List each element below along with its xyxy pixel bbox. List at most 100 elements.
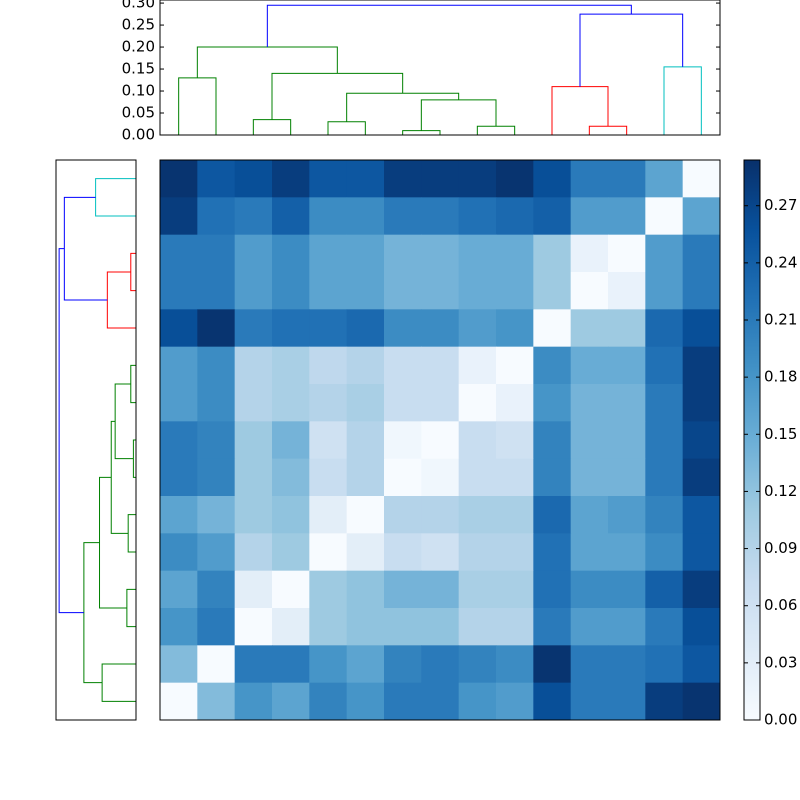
heatmap-cell bbox=[570, 160, 609, 198]
heatmap-cell bbox=[421, 234, 460, 273]
heatmap-cell bbox=[234, 384, 273, 422]
heatmap-cell bbox=[309, 309, 348, 348]
heatmap-cell bbox=[533, 533, 572, 572]
heatmap-cell bbox=[682, 533, 721, 572]
dendrogram-link bbox=[271, 72, 404, 120]
heatmap-cell bbox=[533, 570, 572, 609]
y-tick-label: 0.05 bbox=[122, 104, 155, 122]
heatmap-cell bbox=[384, 645, 422, 684]
heatmap-cell bbox=[197, 272, 236, 310]
heatmap-cell bbox=[570, 346, 609, 385]
heatmap-cell bbox=[608, 309, 646, 348]
heatmap-cell bbox=[160, 309, 198, 348]
heatmap-cell bbox=[458, 421, 497, 460]
heatmap-cell bbox=[309, 234, 348, 273]
heatmap-cell bbox=[421, 533, 460, 572]
heatmap-cell bbox=[272, 533, 310, 572]
heatmap-cell bbox=[682, 645, 721, 684]
heatmap-cell bbox=[309, 458, 348, 497]
heatmap-cell bbox=[384, 608, 422, 646]
heatmap-cell bbox=[458, 608, 497, 646]
dendrogram-link bbox=[476, 125, 516, 135]
heatmap-cell bbox=[234, 309, 273, 348]
heatmap-cell bbox=[197, 608, 236, 646]
heatmap-cell bbox=[496, 421, 534, 460]
heatmap-cell bbox=[309, 346, 348, 385]
heatmap-cell bbox=[384, 458, 422, 497]
colorbar-tick-label: 0.00 bbox=[764, 711, 797, 729]
heatmap-cell bbox=[234, 458, 273, 497]
heatmap-cell bbox=[160, 272, 198, 310]
dendrogram-link bbox=[99, 476, 127, 609]
heatmap-cell bbox=[197, 421, 236, 460]
heatmap-cell bbox=[234, 496, 273, 534]
dendrogram-link bbox=[588, 125, 628, 135]
colorbar-tick-label: 0.24 bbox=[764, 253, 797, 271]
heatmap-cell bbox=[608, 234, 646, 273]
dendrogram-link bbox=[579, 13, 684, 87]
heatmap-cell bbox=[458, 309, 497, 348]
heatmap-cell bbox=[309, 682, 348, 721]
heatmap-cell bbox=[346, 160, 385, 198]
heatmap-cell bbox=[645, 421, 684, 460]
heatmap-cell bbox=[421, 346, 460, 385]
heatmap-cell bbox=[234, 272, 273, 310]
heatmap-cell bbox=[272, 272, 310, 310]
heatmap-cell bbox=[346, 608, 385, 646]
dendrogram-frame bbox=[159, 0, 721, 136]
heatmap-cell bbox=[570, 645, 609, 684]
heatmap-cell bbox=[645, 346, 684, 385]
heatmap-cell bbox=[384, 384, 422, 422]
heatmap-cell bbox=[309, 645, 348, 684]
dendrogram-link bbox=[252, 119, 292, 135]
heatmap-cell bbox=[682, 682, 721, 721]
heatmap-cell bbox=[346, 458, 385, 497]
heatmap-cell bbox=[421, 421, 460, 460]
heatmap-cell bbox=[496, 570, 534, 609]
heatmap-cell bbox=[384, 496, 422, 534]
heatmap-cell bbox=[160, 608, 198, 646]
colorbar-tick-label: 0.21 bbox=[764, 311, 797, 329]
heatmap-cell bbox=[234, 570, 273, 609]
heatmap-cell bbox=[272, 309, 310, 348]
heatmap-cell bbox=[421, 197, 460, 236]
heatmap-cell bbox=[272, 197, 310, 236]
heatmap-cell bbox=[570, 533, 609, 572]
heatmap-cell bbox=[496, 197, 534, 236]
dendrogram-link bbox=[402, 130, 441, 135]
heatmap-cell bbox=[645, 608, 684, 646]
heatmap-cell bbox=[682, 160, 721, 198]
heatmap-cell bbox=[608, 197, 646, 236]
heatmap-cell bbox=[421, 682, 460, 721]
heatmap-cell bbox=[682, 234, 721, 273]
heatmap-cell bbox=[421, 160, 460, 198]
heatmap-cell bbox=[458, 384, 497, 422]
heatmap-cell bbox=[608, 645, 646, 684]
dendrogram-link bbox=[63, 196, 108, 301]
heatmap-cell bbox=[197, 197, 236, 236]
heatmap-cell bbox=[234, 421, 273, 460]
heatmap-cell bbox=[346, 496, 385, 534]
heatmap-frame bbox=[159, 159, 721, 721]
heatmap-cell bbox=[197, 346, 236, 385]
heatmap-cell bbox=[309, 272, 348, 310]
heatmap-cell bbox=[197, 309, 236, 348]
heatmap-cell bbox=[570, 309, 609, 348]
heatmap-cell bbox=[234, 346, 273, 385]
dendrogram-frame bbox=[55, 159, 137, 721]
heatmap-cell bbox=[645, 234, 684, 273]
heatmap-cell bbox=[682, 197, 721, 236]
heatmap-cell bbox=[570, 608, 609, 646]
heatmap-cell bbox=[458, 234, 497, 273]
heatmap-cell bbox=[458, 458, 497, 497]
heatmap-cell bbox=[570, 682, 609, 721]
heatmap-cell bbox=[608, 533, 646, 572]
dendrogram-link bbox=[58, 248, 84, 614]
heatmap-cell bbox=[533, 421, 572, 460]
heatmap-cell bbox=[570, 421, 609, 460]
dendrogram-link bbox=[178, 77, 217, 135]
heatmap-cell bbox=[346, 682, 385, 721]
dendrogram-link bbox=[130, 252, 136, 292]
heatmap-cell bbox=[160, 234, 198, 273]
